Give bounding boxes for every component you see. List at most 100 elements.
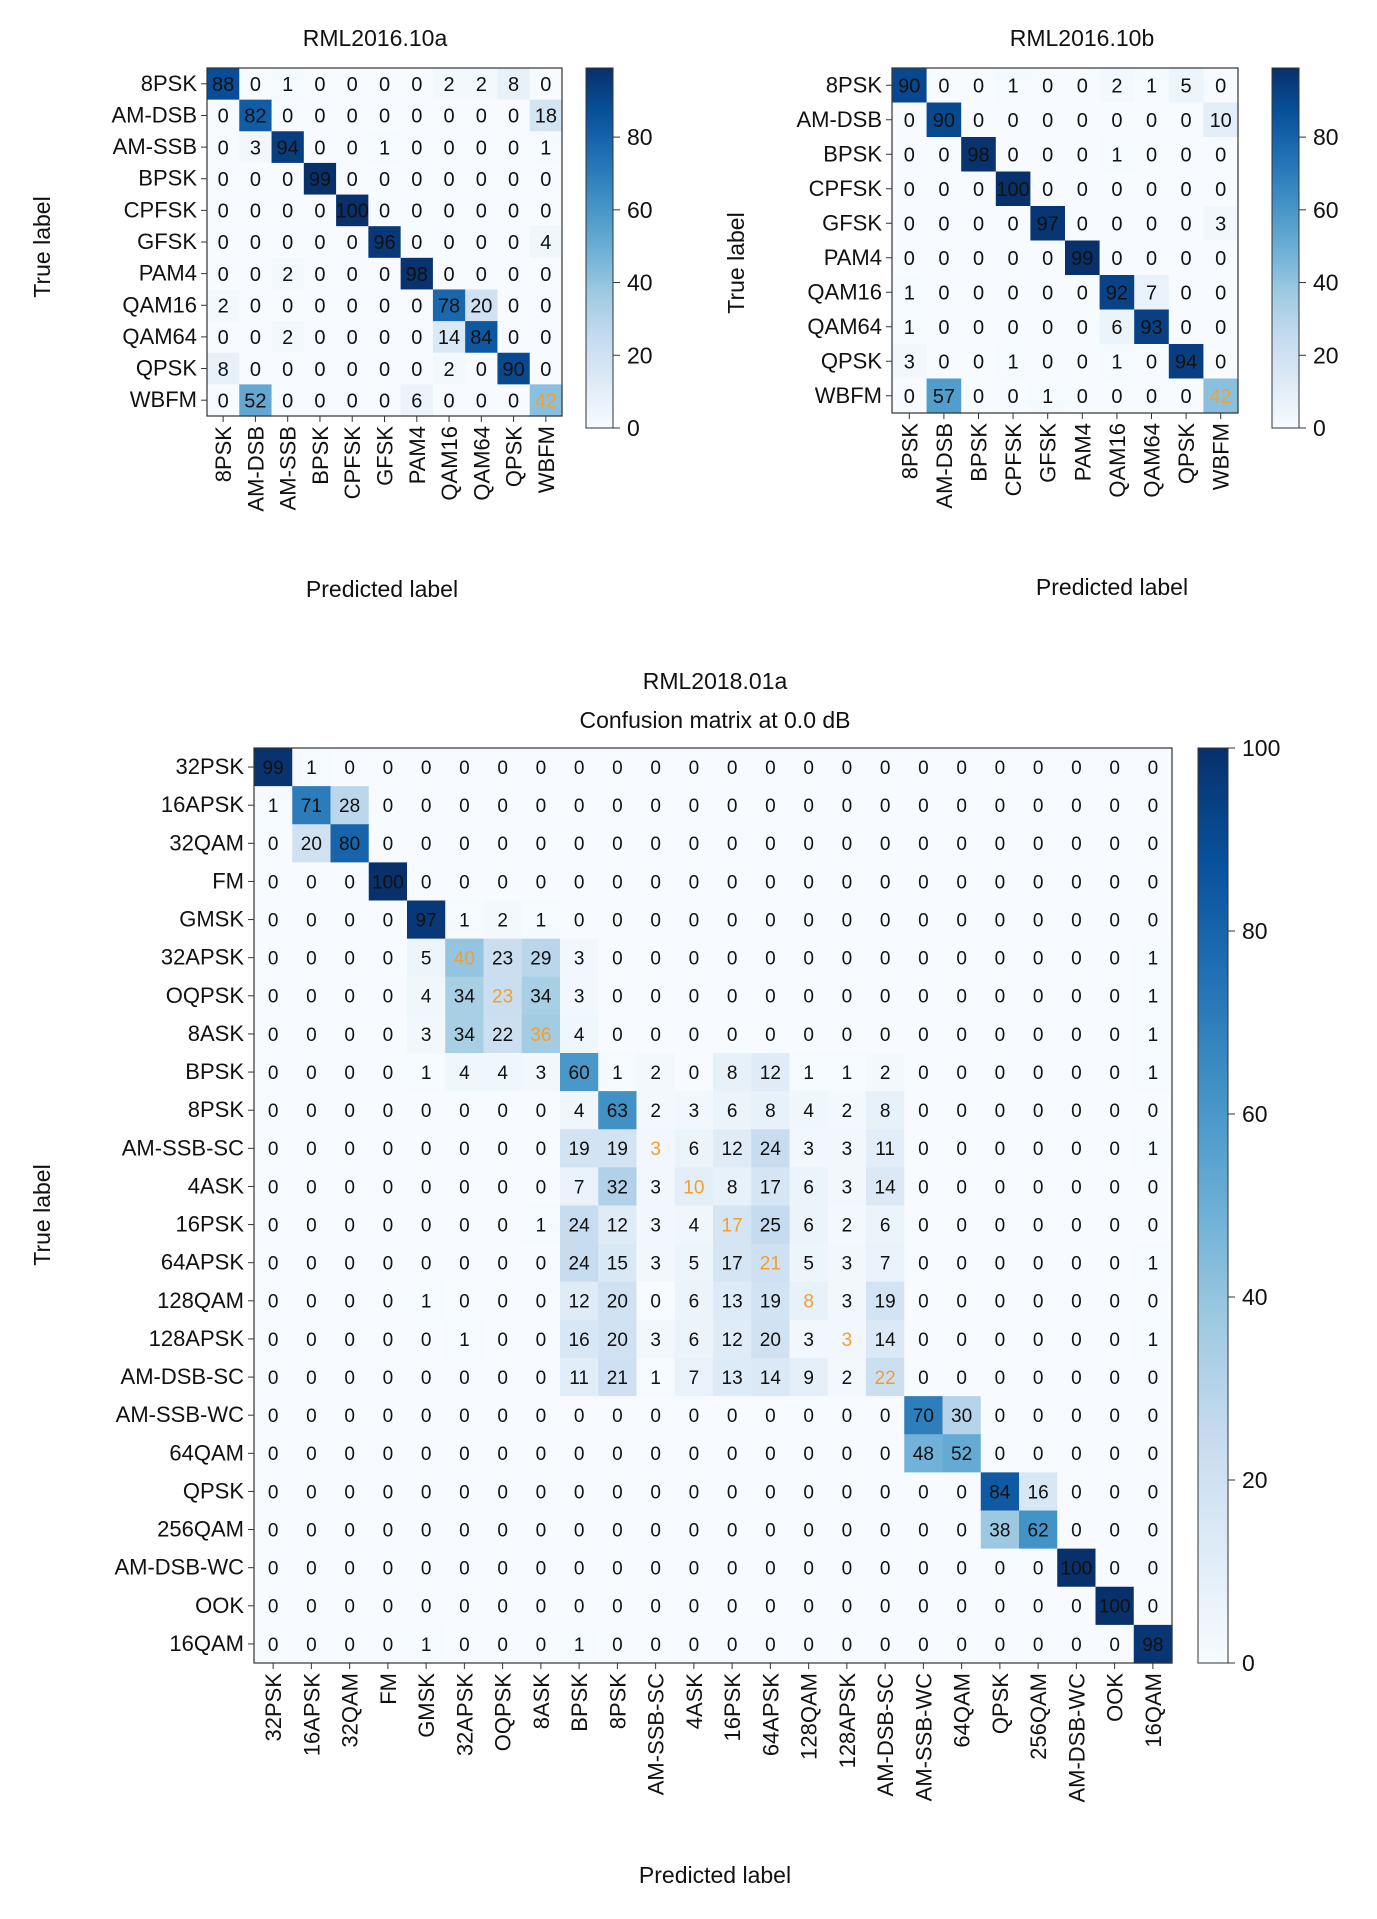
y-tick-label-9: QPSK: [136, 356, 197, 381]
cell-r21-c8: [560, 1548, 599, 1588]
cell-value-r23-c21: 0: [1071, 1635, 1082, 1656]
cell-r5-c5: [445, 938, 485, 978]
cell-r22-c7: [521, 1586, 561, 1626]
cell-r11-c12: [713, 1167, 752, 1207]
cell-r15-c16: [866, 1319, 905, 1359]
cell-value-r10-c20: 0: [1033, 1139, 1044, 1160]
x-tick-label-0: 32PSK: [261, 1673, 286, 1742]
cell-r0-c13: [751, 748, 791, 787]
cell-r14-c17: [904, 1281, 944, 1321]
cell-r20-c18: [942, 1510, 982, 1550]
cell-r8-c9: [497, 321, 531, 354]
cell-r5-c9: [1203, 240, 1239, 276]
cell-value-r12-c2: 0: [344, 1215, 355, 1236]
cell-r20-c22: [1095, 1510, 1135, 1550]
x-tick-label-0: 8PSK: [897, 423, 922, 480]
cell-value-r6-c4: 0: [347, 264, 358, 286]
cell-value-r8-c3: 0: [314, 327, 325, 349]
cell-value-r8-c4: 1: [421, 1063, 432, 1084]
cell-value-r20-c6: 0: [497, 1520, 508, 1541]
cell-value-r5-c9: 0: [1215, 248, 1226, 270]
cell-value-r14-c22: 0: [1109, 1292, 1120, 1313]
cell-r0-c6: [1099, 68, 1135, 104]
cell-value-r18-c17: 48: [913, 1444, 934, 1465]
x-tick-label-6: OQPSK: [491, 1673, 516, 1752]
cell-value-r16-c19: 0: [995, 1368, 1006, 1389]
cell-r3-c20: [1019, 862, 1058, 902]
cell-r11-c13: [751, 1167, 791, 1207]
cell-value-r7-c13: 0: [765, 1025, 776, 1046]
cell-value-r13-c7: 0: [536, 1254, 547, 1275]
cell-r3-c7: [1134, 171, 1170, 207]
cell-value-r1-c18: 0: [956, 796, 967, 817]
cell-value-r8-c13: 12: [760, 1063, 781, 1084]
y-tick-label-9: 8PSK: [188, 1097, 245, 1122]
cell-r13-c4: [407, 1243, 446, 1283]
cell-r13-c11: [674, 1243, 714, 1283]
cell-r13-c1: [292, 1243, 332, 1283]
cell-value-r7-c4: 3: [421, 1025, 432, 1046]
cell-value-r9-c2: 0: [344, 1101, 355, 1122]
cell-value-r18-c1: 0: [306, 1444, 317, 1465]
cell-value-r4-c10: 0: [650, 910, 661, 931]
cell-value-r12-c16: 6: [880, 1215, 891, 1236]
cell-value-r2-c4: 0: [1042, 144, 1053, 166]
cell-r4-c3: [995, 206, 1031, 242]
cell-r23-c10: [636, 1624, 676, 1664]
cell-value-r20-c14: 0: [803, 1520, 814, 1541]
cell-value-r5-c15: 0: [842, 949, 853, 970]
cell-value-r20-c1: 0: [306, 1520, 317, 1541]
cell-value-r5-c4: 0: [1042, 248, 1053, 270]
cell-value-r0-c10: 0: [650, 758, 661, 779]
cell-r2-c11: [674, 824, 714, 863]
cell-value-r2-c3: 0: [383, 834, 394, 855]
cell-r5-c6: [483, 938, 523, 978]
cell-value-r8-c6: 1: [1111, 351, 1122, 373]
cell-r19-c8: [560, 1472, 599, 1512]
cell-r15-c20: [1019, 1319, 1058, 1359]
cell-r8-c5: [1065, 344, 1101, 380]
x-tick-label-7: QAM64: [1140, 423, 1165, 498]
cell-r18-c7: [521, 1434, 561, 1473]
cell-value-r10-c11: 6: [689, 1139, 700, 1160]
colorbar: [1197, 747, 1229, 1664]
cell-r3-c19: [980, 862, 1020, 902]
cell-r1-c9: [1203, 102, 1239, 138]
cell-value-r23-c14: 0: [803, 1635, 814, 1656]
cell-r10-c10: [529, 384, 563, 417]
cell-value-r3-c0: 0: [268, 872, 279, 893]
cell-r10-c5: [368, 384, 402, 417]
cell-r1-c2: [330, 786, 370, 825]
cell-r3-c10: [529, 162, 563, 196]
cell-value-r1-c10: 0: [650, 796, 661, 817]
cell-value-r8-c8: 94: [1175, 351, 1197, 373]
cell-r2-c10: [529, 131, 563, 164]
cell-value-r2-c5: 1: [379, 137, 390, 159]
cell-value-r14-c10: 0: [650, 1292, 661, 1313]
cell-value-r3-c7: 0: [443, 169, 454, 191]
cell-r13-c13: [751, 1243, 791, 1283]
cell-r10-c16: [866, 1129, 905, 1168]
cell-r13-c7: [521, 1243, 561, 1283]
cell-value-r22-c18: 0: [956, 1597, 967, 1618]
cell-value-r5-c3: 0: [314, 232, 325, 254]
cell-value-r1-c3: 0: [314, 106, 325, 128]
cell-r20-c4: [407, 1510, 446, 1550]
cell-value-r4-c19: 0: [995, 910, 1006, 931]
x-tick-label-6: PAM4: [405, 426, 430, 484]
cell-r21-c23: [1133, 1548, 1173, 1588]
colorbar-tick-label-0: 0: [627, 415, 640, 441]
cell-r16-c6: [483, 1358, 523, 1397]
cell-value-r8-c17: 0: [918, 1063, 929, 1084]
cell-value-r14-c15: 3: [842, 1292, 853, 1313]
cell-r17-c5: [445, 1396, 485, 1435]
cell-value-r5-c20: 0: [1033, 949, 1044, 970]
cell-value-r10-c3: 0: [383, 1139, 394, 1160]
cell-r0-c0: [892, 68, 928, 104]
cell-r19-c22: [1095, 1472, 1135, 1512]
cell-r2-c7: [432, 131, 466, 164]
cell-r16-c10: [636, 1358, 676, 1397]
cell-value-r10-c17: 0: [918, 1139, 929, 1160]
cell-r3-c0: [254, 862, 293, 902]
